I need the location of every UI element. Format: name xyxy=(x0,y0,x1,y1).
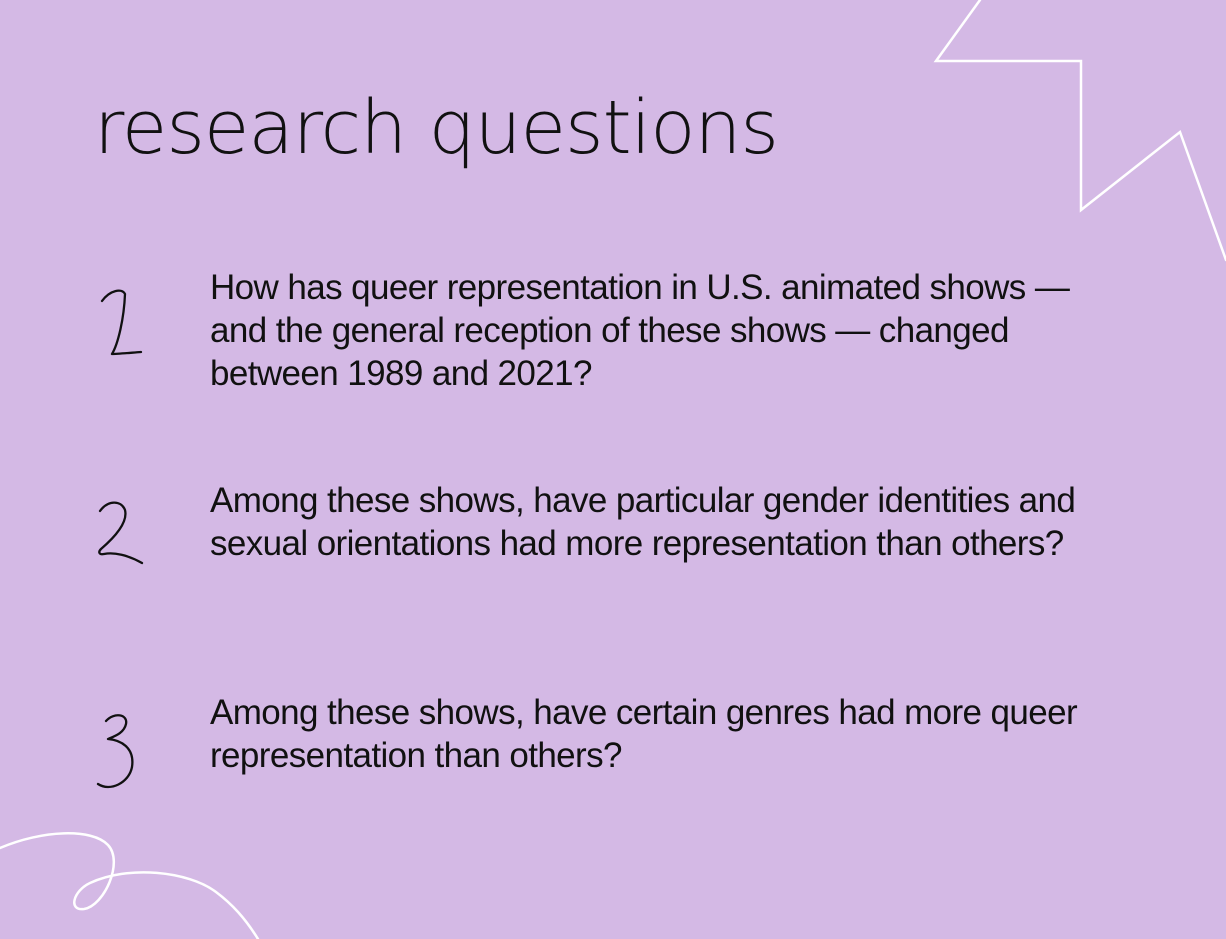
handwritten-one-icon xyxy=(90,284,160,384)
handwritten-three-icon xyxy=(90,709,160,809)
slide-title: research questions xyxy=(94,85,779,171)
zigzag-line-icon xyxy=(933,0,1226,262)
question-text: How has queer representation in U.S. ani… xyxy=(210,268,1070,393)
question-text: Among these shows, have certain genres h… xyxy=(210,693,1078,775)
handwritten-two-icon xyxy=(90,497,160,597)
research-question-3: Among these shows, have certain genres h… xyxy=(90,691,1130,831)
research-question-2: Among these shows, have particular gende… xyxy=(90,479,1130,619)
research-question-1: How has queer representation in U.S. ani… xyxy=(90,266,1130,406)
question-text: Among these shows, have particular gende… xyxy=(210,481,1076,563)
